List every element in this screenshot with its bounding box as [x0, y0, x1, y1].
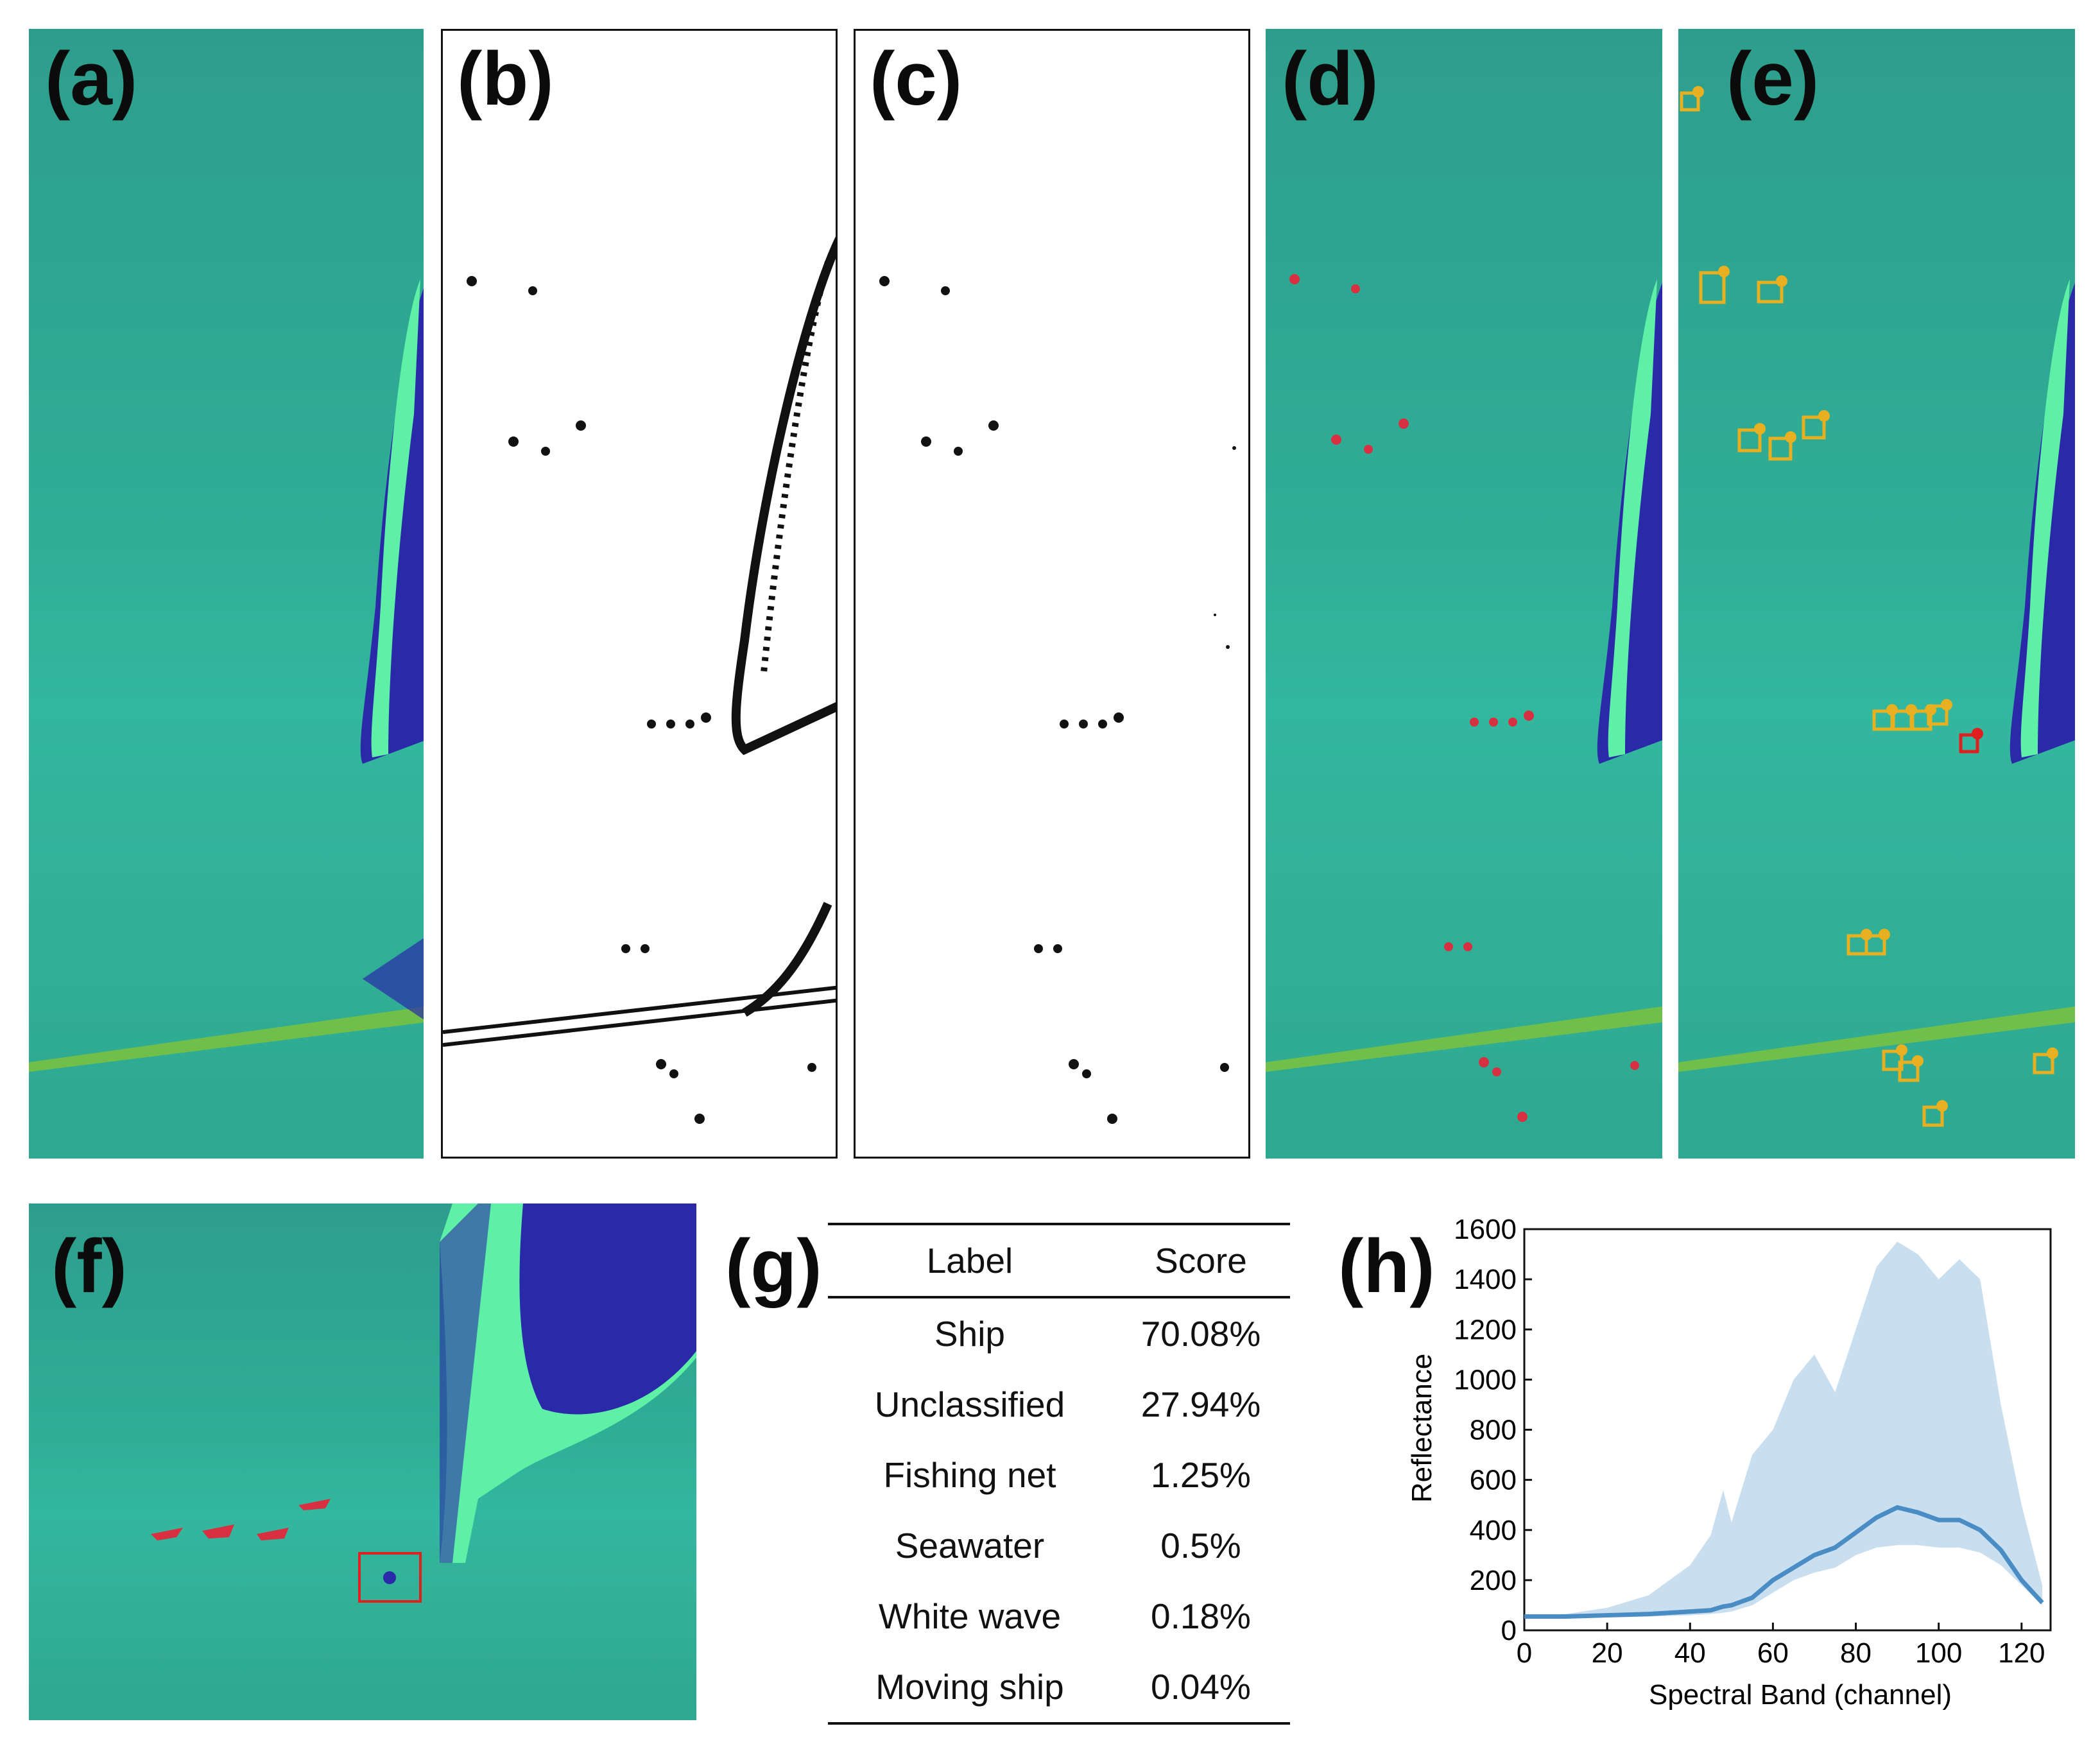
row-label: Ship: [934, 1314, 1006, 1354]
detection-markers: [1692, 86, 2058, 1112]
row-label: White wave: [878, 1596, 1062, 1636]
panel-f-label: (f): [51, 1224, 127, 1309]
panel-b-label: (b): [457, 37, 554, 121]
reflectance-chart: 0 200 400 600 800 1000 1200 1400 1600 0 20 40 60 80 1…: [1406, 1214, 2052, 1711]
panel-e-scene: [1678, 86, 2075, 1127]
panel-g-label: (g): [725, 1224, 822, 1309]
header-label: Label: [828, 1223, 1112, 1298]
y-tick-label: 1400: [1454, 1264, 1517, 1295]
ship-marks-red: [1289, 274, 1639, 1122]
y-axis-label: Reflectance: [1406, 1354, 1438, 1503]
panel-b-scene: [443, 236, 836, 1124]
x-tick-label: 0: [1517, 1637, 1532, 1669]
row-score: 70.08%: [1140, 1314, 1261, 1354]
mean-series-line: [1524, 1505, 2044, 1619]
table-header-row: Label Score: [828, 1223, 1290, 1298]
y-tick-label: 0: [1501, 1615, 1517, 1646]
panel-e-label: (e): [1726, 37, 1820, 121]
table-row: Ship 70.08%: [828, 1297, 1290, 1369]
y-ticks: 0 200 400 600 800 1000 1200 1400 1600: [1454, 1214, 1532, 1646]
coast-edge: [440, 1203, 491, 1563]
y-tick-label: 1000: [1454, 1364, 1517, 1395]
moving-ship-box: [358, 1552, 422, 1603]
y-tick-label: 600: [1470, 1465, 1517, 1496]
panel-f-scene: [151, 1203, 696, 1603]
table-row: Moving ship 0.04%: [828, 1651, 1290, 1725]
row-label: Moving ship: [828, 1651, 1112, 1725]
table-row: Fishing net 1.25%: [828, 1440, 1290, 1510]
y-tick-label: 200: [1470, 1565, 1517, 1596]
moving-ship-marker: [1972, 728, 1983, 739]
ship-blobs: [467, 276, 816, 1124]
y-tick-label: 800: [1470, 1415, 1517, 1446]
row-label: Fishing net: [883, 1455, 1056, 1495]
classification-table: Label Score Ship 70.08% Unclassified 27.94…: [828, 1223, 1290, 1725]
x-tick-label: 20: [1592, 1637, 1623, 1669]
moving-ship: [383, 1571, 396, 1584]
row-score: 0.04%: [1111, 1651, 1290, 1725]
land-dark: [519, 1203, 696, 1415]
panel-c-label: (c): [870, 37, 963, 121]
row-score: 27.94%: [1140, 1384, 1261, 1424]
row-score: 1.25%: [1151, 1455, 1251, 1495]
x-tick-label: 40: [1674, 1637, 1706, 1669]
row-score: 0.18%: [1151, 1596, 1251, 1636]
y-tick-label: 1200: [1454, 1314, 1517, 1345]
detection-boxes: [1680, 91, 2054, 1127]
coastline-bright: [371, 279, 420, 757]
reflectance-band: [1524, 1241, 2043, 1618]
coastline-bright: [1608, 279, 1657, 757]
table-row: Seawater 0.5%: [828, 1510, 1290, 1581]
y-tick-label: 1600: [1454, 1214, 1517, 1245]
panel-b-image: [441, 29, 838, 1159]
pier: [1678, 1006, 2075, 1072]
x-tick-label: 100: [1915, 1637, 1962, 1669]
pier-edge: [742, 902, 832, 1017]
panel-c-scene: [879, 276, 1236, 1124]
panel-a-image: [29, 29, 424, 1159]
ship-blobs: [879, 276, 1236, 1124]
x-axis-label: Spectral Band (channel): [1649, 1679, 1952, 1711]
panel-h-label: (h): [1338, 1224, 1435, 1309]
y-tick-label: 400: [1470, 1515, 1517, 1546]
row-label: Unclassified: [874, 1384, 1065, 1424]
panel-a-scene: [29, 279, 424, 1072]
table-row: Unclassified 27.94%: [828, 1369, 1290, 1440]
panel-f-image: [29, 1203, 696, 1720]
band-area: [1524, 1241, 2043, 1618]
row-score: 0.5%: [1160, 1526, 1241, 1565]
coastline-edge: [731, 236, 836, 755]
moving-ship-box: [1959, 733, 1979, 754]
panel-d-label: (d): [1282, 37, 1379, 121]
x-tick-label: 60: [1757, 1637, 1789, 1669]
panel-d-image: [1266, 29, 1662, 1159]
panel-e-image: [1678, 29, 2075, 1159]
mean-line: [1524, 1505, 2044, 1619]
pier-land: [363, 938, 424, 1020]
pier: [29, 1006, 424, 1072]
table-row: White wave 0.18%: [828, 1581, 1290, 1651]
panel-a-label: (a): [45, 37, 138, 121]
x-ticks: 0 20 40 60 80 100 120: [1517, 1623, 2045, 1669]
pier-lines: [443, 985, 836, 1047]
pier: [1266, 1006, 1662, 1072]
row-label: Seawater: [895, 1526, 1045, 1565]
ships-red: [151, 1499, 331, 1540]
panel-c-image: [854, 29, 1250, 1159]
panel-d-scene: [1266, 274, 1662, 1122]
x-tick-label: 80: [1840, 1637, 1872, 1669]
coastline-bright: [2020, 279, 2070, 757]
x-tick-label: 120: [1998, 1637, 2045, 1669]
header-score: Score: [1111, 1223, 1290, 1298]
